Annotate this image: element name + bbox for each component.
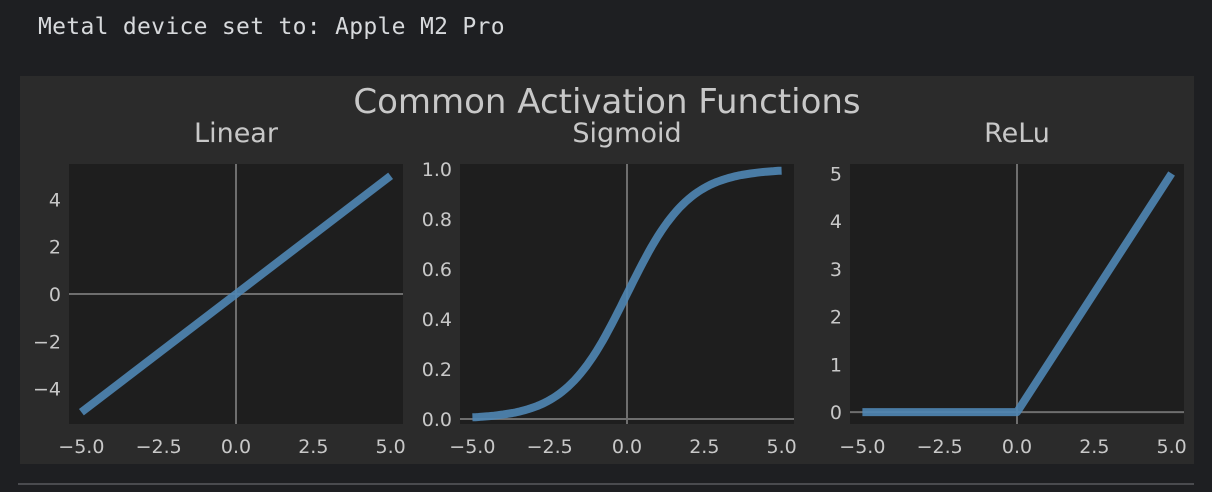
y-tick-label: 4 [49, 189, 61, 211]
y-tick-label: 3 [830, 259, 842, 281]
series-line-relu [862, 171, 1175, 417]
x-tick-label: 0.0 [612, 436, 642, 458]
x-tick-label: 0.0 [221, 436, 251, 458]
y-tick-label: 2 [49, 237, 61, 259]
console-output-line: Metal device set to: Apple M2 Pro [38, 14, 505, 40]
x-tick-label: −5.0 [449, 436, 495, 458]
x-tick-label: −5.0 [58, 436, 104, 458]
y-tick-label: 2 [830, 307, 842, 329]
y-tick-label: 0 [830, 402, 842, 424]
y-tick-label: −2 [33, 331, 61, 353]
y-tick-label: 0.4 [422, 309, 452, 331]
x-tick-label: −2.5 [136, 436, 182, 458]
subplot-title-sigmoid: Sigmoid [572, 118, 681, 149]
activation-functions-chart: Common Activation Functions Linear −5.0 −2… [33, 82, 1187, 458]
output-divider [18, 483, 1194, 485]
y-tick-label: 1.0 [422, 159, 452, 181]
series-line-linear [78, 172, 394, 416]
panel-linear: Linear −5.0 −2.5 0.0 2.5 5.0 −4 −2 0 2 4 [33, 118, 406, 458]
panel-sigmoid: Sigmoid −5.0 −2.5 0.0 2.5 5.0 0.0 0.2 0.4 0.6 0.8 1… [422, 118, 797, 458]
x-tick-label: 5.0 [1157, 436, 1187, 458]
y-tick-label: 0.0 [422, 409, 452, 431]
y-tick-label: 1 [830, 354, 842, 376]
x-tick-label: 2.5 [298, 436, 328, 458]
y-tick-label: 0.8 [422, 209, 452, 231]
panel-relu: ReLu −5.0 −2.5 0.0 2.5 5.0 0 1 2 3 4 5 [830, 118, 1187, 458]
x-tick-label: −5.0 [839, 436, 885, 458]
x-tick-label: −2.5 [527, 436, 573, 458]
y-tick-label: −4 [33, 379, 61, 401]
x-tick-label: 5.0 [376, 436, 406, 458]
y-tick-label: 0 [49, 284, 61, 306]
x-tick-label: −2.5 [917, 436, 963, 458]
activation-functions-figure: Common Activation Functions Linear −5.0 −2… [20, 76, 1194, 464]
x-tick-label: 2.5 [689, 436, 719, 458]
subplot-title-linear: Linear [194, 118, 279, 149]
y-tick-label: 0.2 [422, 359, 452, 381]
y-tick-label: 4 [830, 211, 842, 233]
y-tick-label: 5 [830, 164, 842, 186]
series-line-sigmoid [471, 166, 783, 422]
x-tick-label: 5.0 [767, 436, 797, 458]
subplot-title-relu: ReLu [984, 118, 1050, 149]
x-tick-label: 2.5 [1079, 436, 1109, 458]
y-tick-label: 0.6 [422, 259, 452, 281]
figure-suptitle: Common Activation Functions [353, 82, 860, 122]
x-tick-label: 0.0 [1002, 436, 1032, 458]
